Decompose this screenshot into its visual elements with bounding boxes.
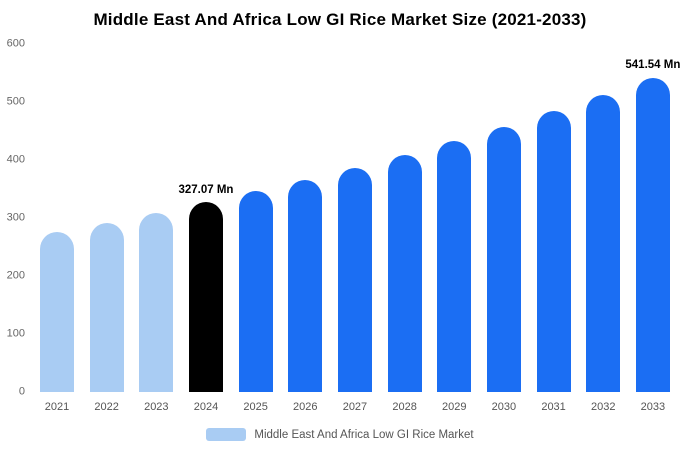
y-tick-label: 100 <box>6 327 25 340</box>
bar-2027 <box>337 167 372 392</box>
legend-swatch <box>206 428 247 441</box>
x-axis-label: 2029 <box>442 401 467 413</box>
bar-2030 <box>486 126 521 392</box>
bar-group: 2031 <box>536 111 571 413</box>
bar-2029 <box>437 141 472 392</box>
x-axis-label: 2025 <box>243 401 268 413</box>
x-axis-label: 2028 <box>392 401 417 413</box>
y-axis: 0 100 200 300 400 500 600 <box>0 38 28 397</box>
x-axis-label: 2021 <box>44 401 70 413</box>
bar-group: 2028 <box>387 154 422 413</box>
x-axis-label: 2026 <box>293 401 318 413</box>
bar-2032 <box>586 95 621 392</box>
chart-title: Middle East And Africa Low GI Rice Marke… <box>93 10 587 29</box>
x-axis-label: 2024 <box>193 401 219 413</box>
y-tick-label: 300 <box>6 211 25 224</box>
bar-group: 2029 <box>437 141 472 413</box>
bar-2025 <box>238 191 273 392</box>
bar-2033 <box>635 77 670 392</box>
y-tick-label: 0 <box>18 385 25 398</box>
chart-area: 0 100 200 300 400 500 600 2021 2022 2023 327.07 M… <box>0 38 680 413</box>
legend-label: Middle East And Africa Low GI Rice Marke… <box>254 428 474 441</box>
y-tick-label: 600 <box>6 37 25 50</box>
bar-2021 <box>40 231 74 392</box>
bar-2022 <box>89 222 124 392</box>
bar-group: 2025 <box>238 191 273 413</box>
bar-group: 2022 <box>89 222 124 413</box>
x-axis-label: 2023 <box>144 401 169 413</box>
bar-2024 <box>188 202 223 392</box>
bar-group: 2021 <box>40 231 74 413</box>
x-axis-label: 2030 <box>491 401 517 413</box>
bar-group: 541.54 Mn 2033 <box>625 60 680 413</box>
bar-group: 2032 <box>586 95 621 413</box>
legend: Middle East And Africa Low GI Rice Marke… <box>0 428 680 441</box>
x-axis-label: 2033 <box>640 401 666 413</box>
y-tick-label: 400 <box>6 153 25 166</box>
bar-value-label: 327.07 Mn <box>178 183 234 196</box>
x-axis-label: 2027 <box>342 401 368 413</box>
x-axis-label: 2032 <box>590 401 616 413</box>
bar-group: 2023 <box>139 212 174 413</box>
y-tick-label: 500 <box>6 95 25 108</box>
bar-2023 <box>139 212 174 392</box>
x-axis-label: 2022 <box>94 401 119 413</box>
bar-group: 2027 <box>337 167 372 413</box>
plot-area: 2021 2022 2023 327.07 Mn 2024 2025 2026 2027 202… <box>28 44 680 413</box>
bar-2028 <box>387 154 422 392</box>
x-axis-label: 2031 <box>541 401 566 413</box>
bar-2031 <box>536 111 571 392</box>
bar-2026 <box>288 179 323 392</box>
bar-value-label: 541.54 Mn <box>625 59 680 72</box>
bar-group: 2026 <box>288 179 323 413</box>
bar-group: 327.07 Mn 2024 <box>178 184 233 413</box>
y-tick-label: 200 <box>6 269 25 282</box>
bar-group: 2030 <box>486 126 521 413</box>
